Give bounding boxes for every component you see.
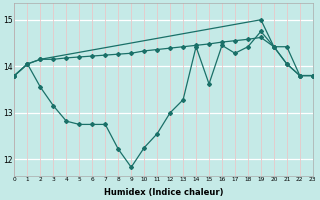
X-axis label: Humidex (Indice chaleur): Humidex (Indice chaleur): [104, 188, 223, 197]
